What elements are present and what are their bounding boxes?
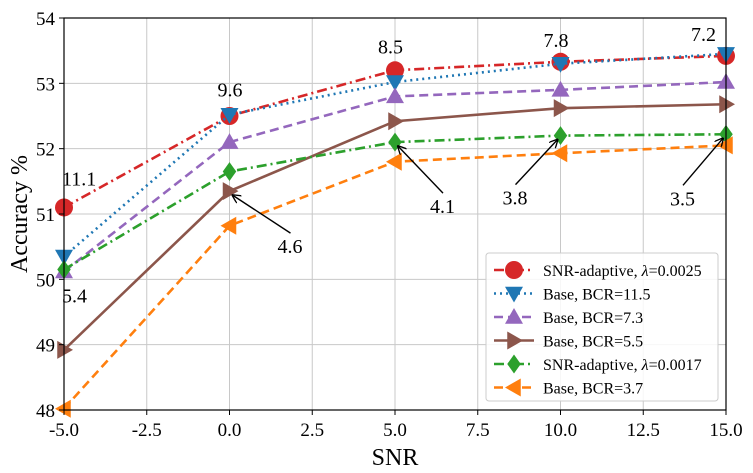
annotation-label: 11.1 (62, 168, 96, 190)
legend-label: Base, BCR=11.5 (543, 287, 651, 304)
data-point (222, 182, 239, 201)
data-point (717, 136, 733, 155)
data-point (386, 61, 404, 80)
legend-label: Base, BCR=5.5 (543, 334, 643, 351)
legend-label-prefix: SNR-adaptive, (543, 357, 642, 374)
data-point (55, 399, 71, 418)
annotation-arrow (398, 146, 444, 194)
series-5 (55, 136, 733, 418)
y-tick-label: 53 (36, 74, 55, 95)
y-tick-label: 52 (36, 140, 55, 161)
data-point (386, 87, 404, 104)
legend-label-prefix: Base, BCR=7.3 (543, 310, 643, 327)
data-point (388, 112, 404, 131)
annotation-label: 7.8 (544, 30, 569, 52)
annotation-label: 8.5 (378, 36, 403, 58)
legend-label: SNR-adaptive, λ=0.0025 (543, 263, 702, 280)
x-tick-label: -2.5 (132, 420, 162, 441)
annotation-label: 5.4 (62, 285, 87, 307)
x-tick-label: 10.0 (544, 420, 577, 441)
x-tick-label: 0.0 (218, 420, 242, 441)
annotations: 11.1 5.4 9.6 8.5 7.8 7.2 4.6 4.1 3.8 3.5 (62, 24, 723, 307)
data-point (388, 132, 402, 152)
annotation-arrow (514, 140, 558, 186)
series-1 (55, 47, 735, 266)
legend-entry: Base, BCR=3.7 (494, 378, 643, 398)
legend-label: Base, BCR=3.7 (543, 381, 643, 398)
annotation-label: 9.6 (218, 80, 243, 102)
annotation-label: 3.8 (503, 188, 528, 210)
legend-label-suffix: =0.0025 (649, 263, 702, 280)
legend-marker (505, 308, 523, 324)
series-4 (57, 124, 733, 279)
x-tick-label: 2.5 (300, 420, 324, 441)
legend-label-prefix: Base, BCR=3.7 (543, 381, 643, 398)
legend-marker (507, 354, 521, 374)
x-tick-label: 5.0 (383, 420, 407, 441)
series-layer (55, 46, 735, 418)
x-tick-label: 15.0 (709, 420, 742, 441)
data-point (220, 133, 239, 149)
x-tick-label: -5.0 (49, 420, 79, 441)
legend-marker (505, 378, 521, 397)
legend-label-prefix: Base, BCR=11.5 (543, 287, 651, 304)
data-point (220, 107, 239, 124)
legend-entry: Base, BCR=5.5 (494, 331, 643, 351)
legend-box (485, 252, 719, 402)
series-3 (57, 95, 735, 359)
legend-marker (505, 286, 523, 303)
legend-entry: Base, BCR=11.5 (494, 287, 651, 304)
legend-marker (507, 331, 523, 350)
legend-entry: Base, BCR=7.3 (494, 308, 643, 327)
legend-label-symbol: λ (641, 263, 649, 280)
legend-label: Base, BCR=7.3 (543, 310, 643, 327)
legend-label: SNR-adaptive, λ=0.0017 (543, 357, 702, 374)
annotation-arrow (682, 138, 723, 186)
y-axis-label: Accuracy % (7, 155, 33, 273)
data-point (551, 144, 568, 163)
annotation-label: 3.5 (670, 188, 695, 210)
annotation-label: 4.1 (430, 196, 455, 218)
y-tick-label: 51 (36, 205, 55, 226)
data-point (220, 216, 237, 235)
data-point (386, 152, 402, 171)
y-tick-label: 48 (36, 401, 55, 422)
annotation-label: 4.6 (278, 236, 303, 258)
legend-entry: SNR-adaptive, λ=0.0017 (494, 354, 702, 374)
data-point (386, 75, 404, 92)
tick-labels: -5.0 -2.5 0.0 2.5 5.0 7.5 10.0 12.5 15.0 48 49 50 51… (36, 9, 743, 441)
data-point (551, 56, 570, 73)
y-tick-label: 50 (36, 270, 55, 291)
x-tick-label: 7.5 (466, 420, 490, 441)
series-line (63, 52, 727, 258)
legend-label-prefix: SNR-adaptive, (543, 263, 642, 280)
legend-label-symbol: λ (641, 357, 649, 374)
y-tick-label: 54 (36, 9, 56, 30)
annotation-arrow (233, 195, 291, 234)
y-tick-label: 49 (36, 336, 55, 357)
data-point (57, 340, 73, 359)
data-point (222, 162, 237, 181)
data-point (551, 80, 570, 97)
data-point (553, 99, 570, 118)
legend-label-prefix: Base, BCR=5.5 (543, 334, 643, 351)
legend-label-suffix: =0.0017 (649, 357, 702, 374)
x-tick-label: 12.5 (627, 420, 660, 441)
series-2 (55, 73, 735, 279)
legend-entry: SNR-adaptive, λ=0.0025 (494, 261, 702, 280)
x-axis-label: SNR (372, 445, 419, 471)
legend-marker (505, 261, 523, 279)
data-point (719, 95, 735, 114)
annotation-label: 7.2 (691, 24, 716, 46)
